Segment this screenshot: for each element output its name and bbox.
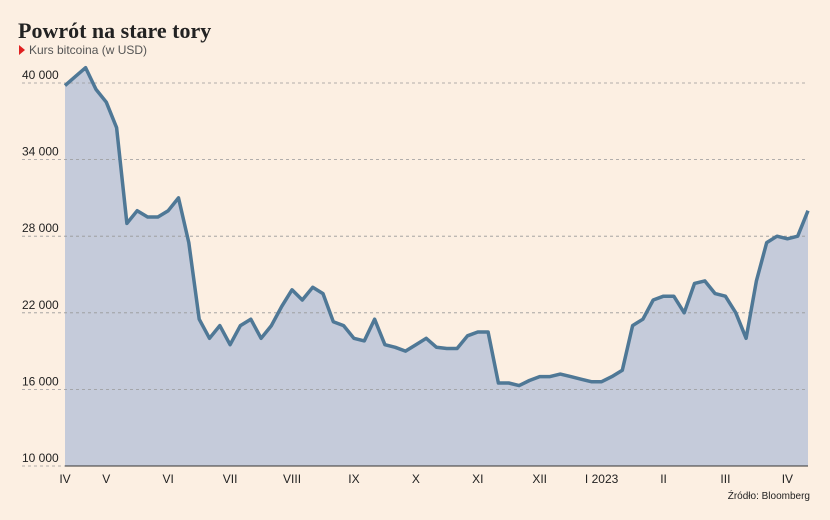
area [65,67,808,466]
x-tick-label: V [102,472,110,486]
x-tick-label: XI [472,472,483,486]
x-tick-label: X [412,472,420,486]
x-tick-label: IX [348,472,359,486]
x-tick-label: IV [59,472,70,486]
subtitle-marker [19,45,25,55]
y-tick-label: 34 000 [22,145,59,159]
y-tick-label: 40 000 [22,68,59,82]
x-tick-label: IV [782,472,793,486]
source: Źródło: Bloomberg [728,489,810,502]
x-tick-label: I 2023 [585,472,619,486]
x-tick-label: VII [223,472,238,486]
y-tick-label: 10 000 [22,451,59,465]
y-tick-label: 22 000 [22,298,59,312]
x-tick-label: VIII [283,472,301,486]
x-tick-label: VI [163,472,174,486]
line [63,65,810,388]
x-tick-label: II [660,472,667,486]
y-tick-label: 28 000 [22,221,59,235]
y-tick-label: 16 000 [22,374,59,388]
x-tick-label: III [720,472,730,486]
subtitle: Kurs bitcoina (w USD) [29,43,147,57]
x-tick-label: XII [532,472,547,486]
chart-title: Powrót na stare tory [18,18,211,43]
